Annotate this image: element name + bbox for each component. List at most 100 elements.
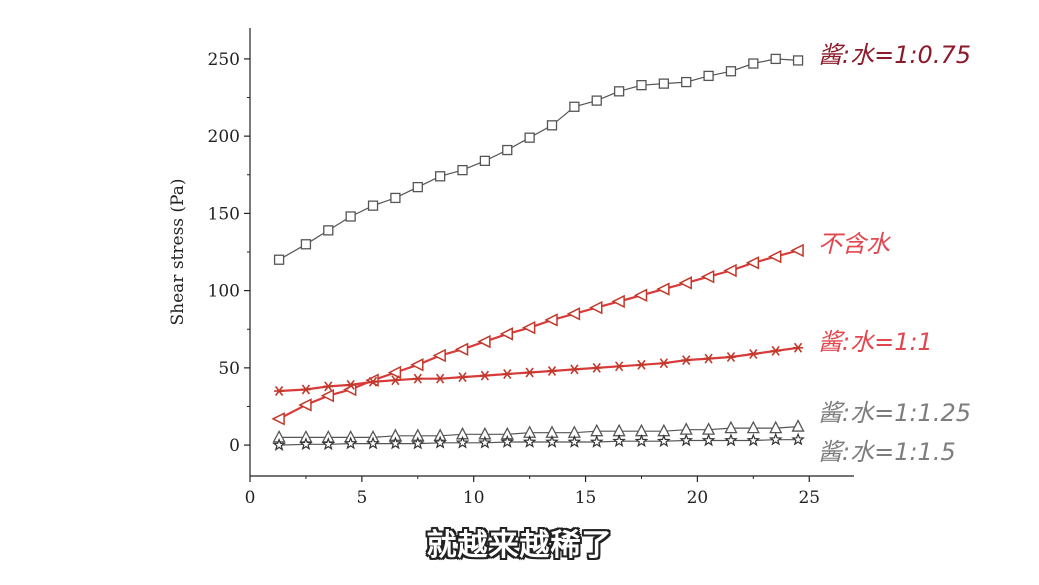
star-marker — [612, 434, 626, 448]
series-label-3: 酱:水=1:1 — [818, 328, 933, 356]
asterisk-marker — [569, 364, 580, 375]
square-marker — [591, 95, 602, 106]
y-tick-label: 250 — [208, 50, 240, 70]
x-tick-label: 20 — [687, 488, 709, 508]
y-tick-label: 100 — [208, 282, 240, 302]
asterisk-marker — [703, 353, 714, 364]
triangle-left-marker — [611, 294, 625, 309]
series-label-4: 酱:水=1:1.25 — [818, 399, 971, 427]
star-marker — [299, 437, 313, 451]
square-marker — [367, 200, 379, 211]
y-tick-label: 200 — [208, 127, 240, 147]
series-layer — [271, 53, 805, 451]
triangle-left-marker — [589, 300, 603, 315]
y-axis-title: Shear stress (Pa) — [168, 179, 188, 326]
asterisk-stroke — [324, 381, 333, 392]
asterisk-marker — [547, 365, 557, 376]
triangle-left-marker — [790, 243, 804, 258]
triangle-left-marker — [656, 282, 670, 296]
square-marker — [658, 78, 670, 89]
square-marker — [748, 58, 759, 69]
triangle-up-marker — [791, 419, 805, 432]
asterisk-marker — [345, 379, 356, 390]
star-marker — [701, 433, 716, 447]
asterisk-marker — [479, 370, 490, 381]
star-marker — [410, 436, 425, 450]
square-marker — [524, 132, 535, 143]
triangle-left-marker — [633, 288, 648, 302]
triangle-left-marker — [499, 327, 514, 341]
y-tick-label: 50 — [218, 359, 240, 379]
star-marker — [791, 432, 805, 446]
triangle-left-marker — [723, 263, 737, 278]
square-marker — [725, 66, 737, 77]
asterisk-stroke — [346, 379, 355, 390]
triangle-left-marker — [271, 412, 285, 426]
series-5 — [272, 432, 805, 451]
triangle-left-marker — [678, 276, 692, 290]
star-marker — [656, 434, 671, 448]
square-marker — [681, 76, 692, 88]
asterisk-stroke — [368, 376, 378, 387]
triangle-left-marker — [298, 398, 312, 412]
square-marker — [273, 254, 285, 265]
asterisk-stroke — [413, 373, 422, 384]
square-marker — [323, 225, 334, 236]
star-marker — [768, 432, 783, 446]
square-marker — [412, 181, 423, 193]
asterisk-marker — [636, 359, 647, 370]
triangle-left-marker — [410, 358, 424, 372]
asterisk-marker — [614, 361, 625, 372]
asterisk-marker — [748, 348, 759, 359]
square-marker — [613, 86, 625, 97]
asterisk-marker — [793, 342, 804, 353]
asterisk-stroke — [525, 367, 534, 378]
x-tick-label: 0 — [245, 488, 256, 508]
square-marker — [569, 101, 580, 112]
series-4 — [272, 419, 805, 443]
square-marker — [703, 70, 714, 82]
asterisk-marker — [412, 373, 423, 384]
triangle-up-marker — [679, 422, 693, 435]
square-marker — [770, 53, 781, 65]
asterisk-marker — [435, 373, 446, 384]
series-label-2: 不含水 — [818, 230, 891, 258]
asterisk-marker — [725, 352, 736, 363]
square-marker — [636, 80, 647, 91]
series-2 — [271, 243, 804, 426]
star-marker — [388, 436, 403, 450]
asterisk-marker — [524, 367, 535, 378]
square-marker — [479, 155, 491, 167]
asterisk-stroke — [659, 358, 668, 369]
star-marker — [746, 433, 761, 447]
triangle-left-marker — [320, 388, 335, 403]
triangle-left-marker — [387, 365, 402, 380]
square-marker — [792, 55, 804, 66]
asterisk-stroke — [771, 345, 780, 356]
star-marker — [567, 434, 582, 448]
series-label-1: 酱:水=1:0.75 — [818, 41, 971, 69]
triangle-up-marker — [746, 420, 760, 434]
series-line — [279, 346, 799, 393]
x-tick-label: 25 — [798, 488, 820, 508]
square-marker — [546, 120, 558, 131]
y-tick-label: 0 — [229, 436, 240, 456]
asterisk-stroke — [592, 362, 601, 373]
triangle-left-marker — [768, 249, 782, 264]
asterisk-stroke — [726, 352, 736, 363]
triangle-left-marker — [454, 342, 469, 357]
star-marker — [724, 433, 738, 447]
star-marker — [321, 437, 336, 451]
series-1 — [273, 53, 804, 265]
star-marker — [679, 433, 694, 447]
star-marker — [272, 437, 286, 451]
series-line — [278, 249, 799, 420]
y-tick-label: 150 — [208, 204, 240, 224]
star-marker — [634, 434, 649, 448]
asterisk-marker — [681, 355, 692, 366]
asterisk-marker — [770, 345, 781, 356]
star-marker — [545, 434, 559, 448]
star-marker — [343, 436, 358, 450]
